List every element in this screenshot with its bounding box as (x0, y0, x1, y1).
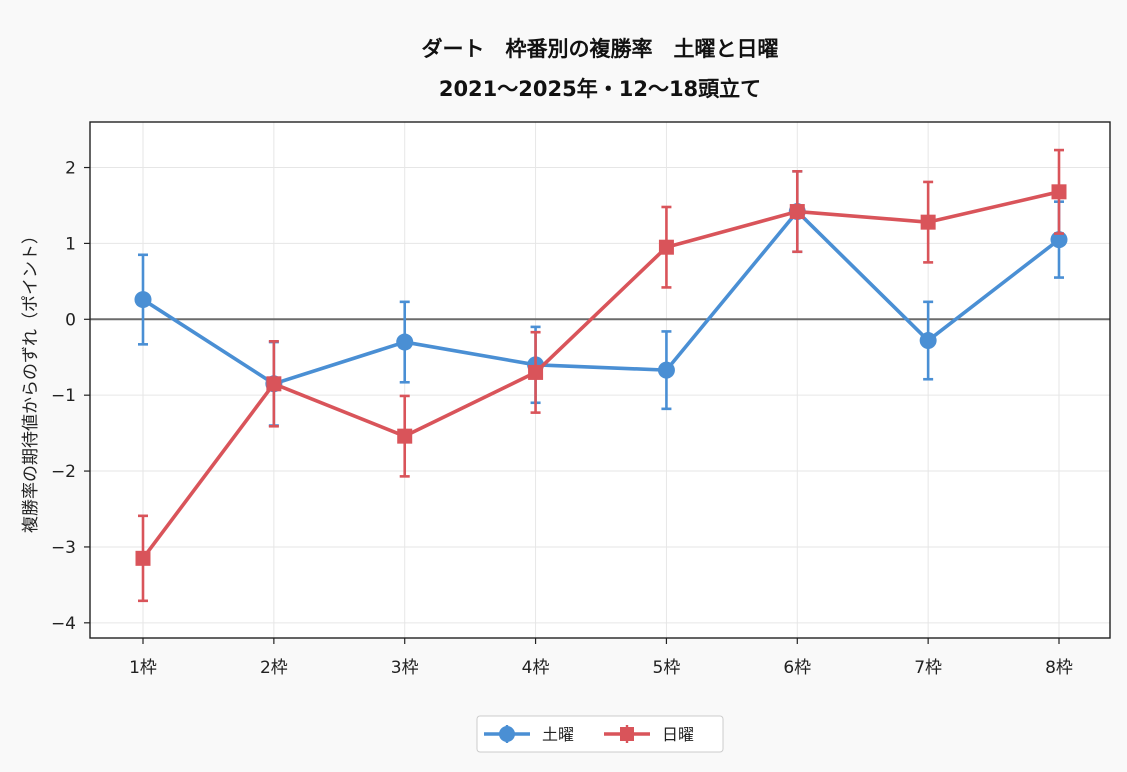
series-2 (135, 148, 1067, 603)
data-point (1051, 184, 1067, 200)
legend-label: 日曜 (662, 725, 694, 744)
x-tick-label: 4枠 (522, 658, 550, 678)
y-tick-label: −2 (51, 462, 76, 482)
data-point (789, 204, 805, 220)
y-tick-label: −4 (51, 614, 76, 634)
series-line (141, 190, 1060, 560)
y-tick-label: 0 (65, 310, 76, 330)
data-point (397, 428, 413, 444)
y-axis-label: 複勝率の期待値からのずれ（ポイント） (21, 227, 41, 533)
series-line (142, 209, 1061, 386)
y-tick-label: 2 (65, 159, 76, 179)
chart-title: ダート 枠番別の複勝率 土曜と日曜 (422, 37, 779, 61)
data-point (1050, 231, 1068, 249)
plot-frame (89, 121, 1111, 639)
x-tick-label: 3枠 (391, 658, 419, 678)
x-tick-label: 6枠 (783, 658, 811, 678)
chart-subtitle: 2021〜2025年・12〜18頭立て (439, 77, 761, 101)
x-tick-label: 8枠 (1045, 658, 1073, 678)
legend-item-2: 日曜 (604, 725, 694, 744)
x-tick-label: 2枠 (260, 658, 288, 678)
data-point (920, 214, 936, 230)
data-point (135, 550, 151, 566)
data-point (134, 291, 152, 309)
y-tick-label: −3 (51, 538, 76, 558)
y-tick-label: 1 (65, 234, 76, 254)
legend-marker (499, 726, 515, 742)
series-layer (134, 148, 1068, 603)
axis-layer: −4 −3 −2 −1 0 1 2 1枠 2枠 3枠 4枠 5枠 6枠 7枠 8枠 (51, 159, 1073, 678)
x-tick-label: 1枠 (129, 658, 157, 678)
plot-area (90, 122, 1110, 638)
legend-item-1: 土曜 (484, 725, 574, 744)
data-point (266, 376, 282, 392)
legend-label: 土曜 (542, 725, 574, 744)
data-point (528, 364, 544, 380)
data-point (658, 239, 674, 255)
y-tick-label: −1 (51, 386, 76, 406)
legend-box (476, 715, 724, 753)
x-tick-label: 5枠 (653, 658, 681, 678)
legend-marker (620, 727, 634, 741)
data-point (657, 361, 675, 379)
data-point (919, 332, 937, 350)
x-tick-label: 7枠 (914, 658, 942, 678)
data-point (396, 333, 414, 351)
legend: 土曜 日曜 (476, 715, 724, 753)
